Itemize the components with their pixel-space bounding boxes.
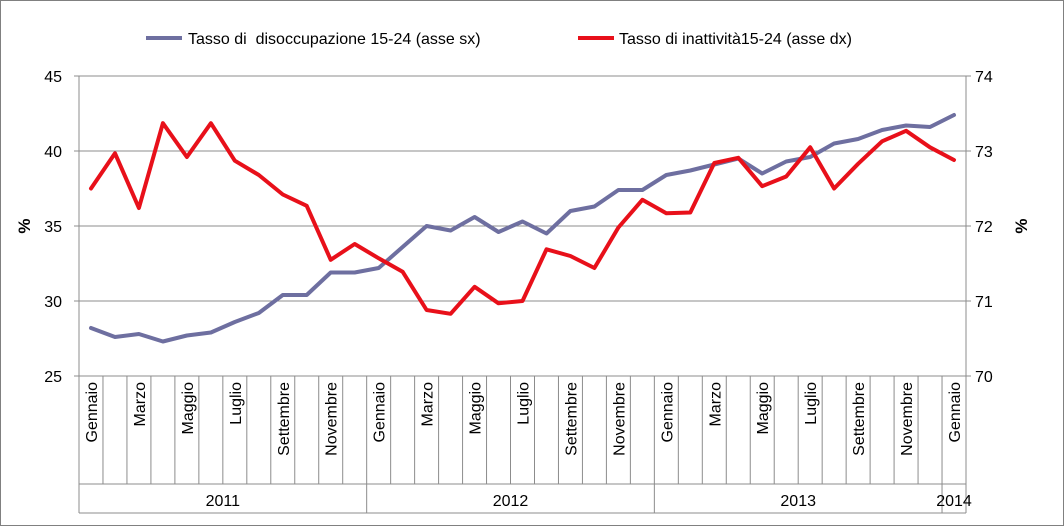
x-tick-label: Marzo	[420, 382, 437, 427]
y-tick-label-left: 45	[44, 69, 62, 86]
y-tick-label-left: 30	[44, 294, 62, 311]
x-tick-label: Novembre	[324, 382, 341, 456]
y-tick-label-left: 35	[44, 219, 62, 236]
x-tick-label: Settembre	[563, 382, 580, 456]
x-tick-label: Gennaio	[84, 382, 101, 443]
y-tick-label-left: 25	[44, 369, 62, 386]
x-year-label: 2013	[780, 493, 816, 510]
legend-label-series-2: Tasso di inattività15-24 (asse dx)	[619, 31, 852, 48]
x-tick-label: Maggio	[180, 382, 197, 435]
y-tick-label-right: 70	[975, 369, 993, 386]
y-tick-label-right: 71	[975, 294, 993, 311]
x-tick-label: Novembre	[611, 382, 628, 456]
x-tick-label: Gennaio	[947, 382, 964, 443]
y-axis-right-label: %	[1012, 218, 1031, 233]
y-tick-label-right: 73	[975, 144, 993, 161]
x-axis-categories: Gennaio Marzo Maggio Luglio Settembre Novembr…	[78, 376, 972, 514]
y-axis-left-ticks: 25 30 35 40 45	[44, 69, 79, 386]
x-tick-label: Settembre	[276, 382, 293, 456]
series-line-1	[89, 113, 956, 344]
x-tick-label: Settembre	[851, 382, 868, 456]
x-tick-label: Gennaio	[372, 382, 389, 443]
x-tick-label: Maggio	[755, 382, 772, 435]
x-tick-label: Novembre	[899, 382, 916, 456]
x-year-label: 2014	[936, 493, 972, 510]
y-axis-left-label: %	[15, 218, 34, 233]
x-year-label: 2012	[493, 493, 529, 510]
series-lines	[89, 113, 956, 344]
x-tick-label: Luglio	[228, 382, 245, 425]
y-tick-label-left: 40	[44, 144, 62, 161]
x-tick-label: Luglio	[803, 382, 820, 425]
legend: Tasso di disoccupazione 15-24 (asse sx) …	[146, 31, 852, 48]
y-tick-label-right: 72	[975, 219, 993, 236]
x-tick-label: Maggio	[468, 382, 485, 435]
x-tick-label: Marzo	[707, 382, 724, 427]
x-tick-label: Gennaio	[659, 382, 676, 443]
x-tick-label: Luglio	[516, 382, 533, 425]
x-year-label: 2011	[206, 493, 241, 510]
x-tick-label: Marzo	[132, 382, 149, 427]
y-axis-right-ticks: 70 71 72 73 74	[966, 69, 993, 386]
series-line-2	[89, 121, 956, 316]
legend-label-series-1: Tasso di disoccupazione 15-24 (asse sx)	[188, 31, 481, 48]
y-tick-label-right: 74	[975, 69, 993, 86]
